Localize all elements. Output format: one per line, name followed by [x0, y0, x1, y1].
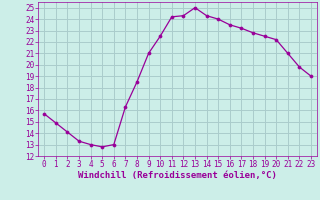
X-axis label: Windchill (Refroidissement éolien,°C): Windchill (Refroidissement éolien,°C): [78, 171, 277, 180]
